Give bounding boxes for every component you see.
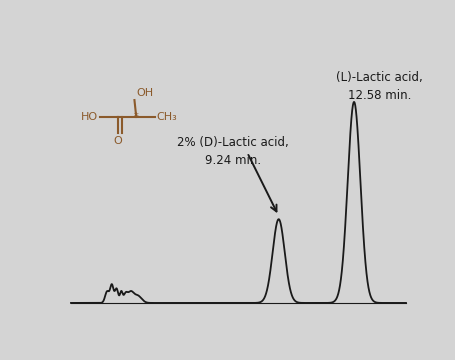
Text: (L)-Lactic acid,
12.58 min.: (L)-Lactic acid, 12.58 min. [336, 71, 423, 102]
Text: HO: HO [81, 112, 98, 122]
Text: CH₃: CH₃ [157, 112, 177, 122]
Text: 2% (D)-Lactic acid,
9.24 min.: 2% (D)-Lactic acid, 9.24 min. [177, 136, 289, 167]
Text: *: * [134, 112, 139, 122]
Text: OH: OH [136, 88, 153, 98]
Text: O: O [113, 136, 122, 146]
